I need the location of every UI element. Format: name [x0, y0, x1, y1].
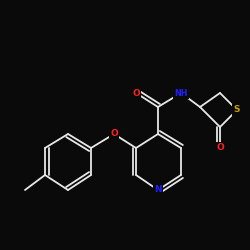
Text: N: N [154, 186, 162, 194]
Text: O: O [132, 88, 140, 98]
Text: S: S [234, 106, 240, 114]
Text: O: O [110, 130, 118, 138]
Text: NH: NH [174, 88, 188, 98]
Text: O: O [216, 144, 224, 152]
